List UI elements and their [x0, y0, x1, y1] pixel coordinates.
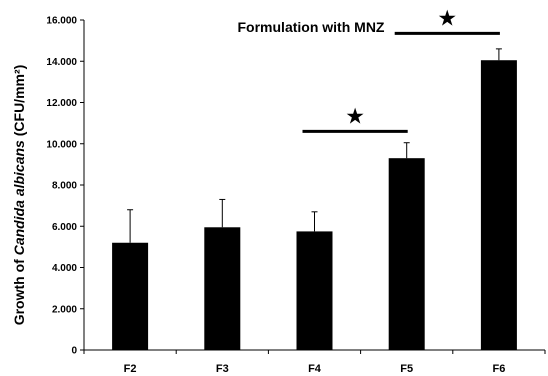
bar-f3	[204, 227, 241, 350]
bars	[112, 60, 517, 350]
y-axis-label-unit: (CFU/mm²)	[11, 65, 27, 140]
bar-f6	[480, 60, 517, 350]
bar-f2	[112, 242, 149, 350]
x-tick-label: F3	[216, 363, 229, 375]
significance-star-icon: ★	[437, 6, 457, 31]
y-tick-label: 10.000	[46, 139, 77, 150]
y-tick-label: 14.000	[46, 57, 77, 68]
y-axis-label-species: Candida albicans	[11, 140, 27, 255]
y-tick-label: 4.000	[52, 263, 77, 274]
significance-star-icon: ★	[345, 104, 365, 129]
y-tick-label: 2.000	[52, 304, 77, 315]
bar-f5	[388, 158, 425, 350]
y-tick-label: 0	[71, 346, 77, 357]
y-tick-label: 6.000	[52, 222, 77, 233]
x-tick-label: F2	[124, 363, 137, 375]
significance-annotations: ★★	[302, 6, 500, 133]
y-axis-label-prefix: Growth of	[11, 255, 27, 325]
x-tick-label: F5	[400, 363, 413, 375]
y-tick-label: 8.000	[52, 181, 77, 192]
axes: 0 2.000 4.000 6.000 8.000 10.000 12.000 14.000 1…	[46, 16, 546, 375]
y-axis-label: Growth of Candida albicans (CFU/mm²)	[11, 65, 27, 326]
y-tick-label: 16.000	[46, 16, 77, 27]
error-bars	[127, 48, 502, 243]
y-tick-label: 12.000	[46, 98, 77, 109]
x-tick-label: F6	[492, 363, 505, 375]
x-tick-label: F4	[308, 363, 322, 375]
chart-title: Formulation with MNZ	[238, 19, 385, 35]
bar-f4	[296, 231, 333, 350]
